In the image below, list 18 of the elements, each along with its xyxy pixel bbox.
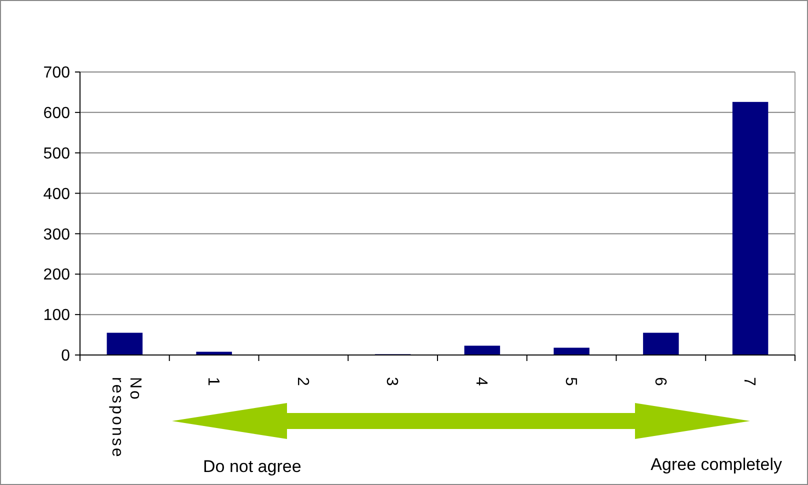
y-tick-label: 300 [43,226,70,244]
y-tick-label: 400 [43,186,70,203]
x-tick-label: 2 [294,377,311,386]
text: Do not agree [203,457,302,476]
x-tick-label: 7 [740,377,758,386]
y-tick-label: 600 [43,105,70,122]
y-tick-label: 0 [61,348,70,365]
x-tick-label: No response [108,377,144,459]
x-tick-label: 5 [562,377,579,386]
x-tick-label: 1 [204,377,222,386]
y-tick-label: 500 [43,145,70,162]
x-tick-label: 6 [651,377,668,386]
y-tick-label: 200 [43,266,70,284]
x-tick-label: 4 [472,377,490,386]
y-tick-label: 100 [43,307,70,324]
x-tick-label: 3 [383,377,400,386]
y-tick-label: 700 [43,64,70,82]
text: Agree completely [650,455,782,474]
